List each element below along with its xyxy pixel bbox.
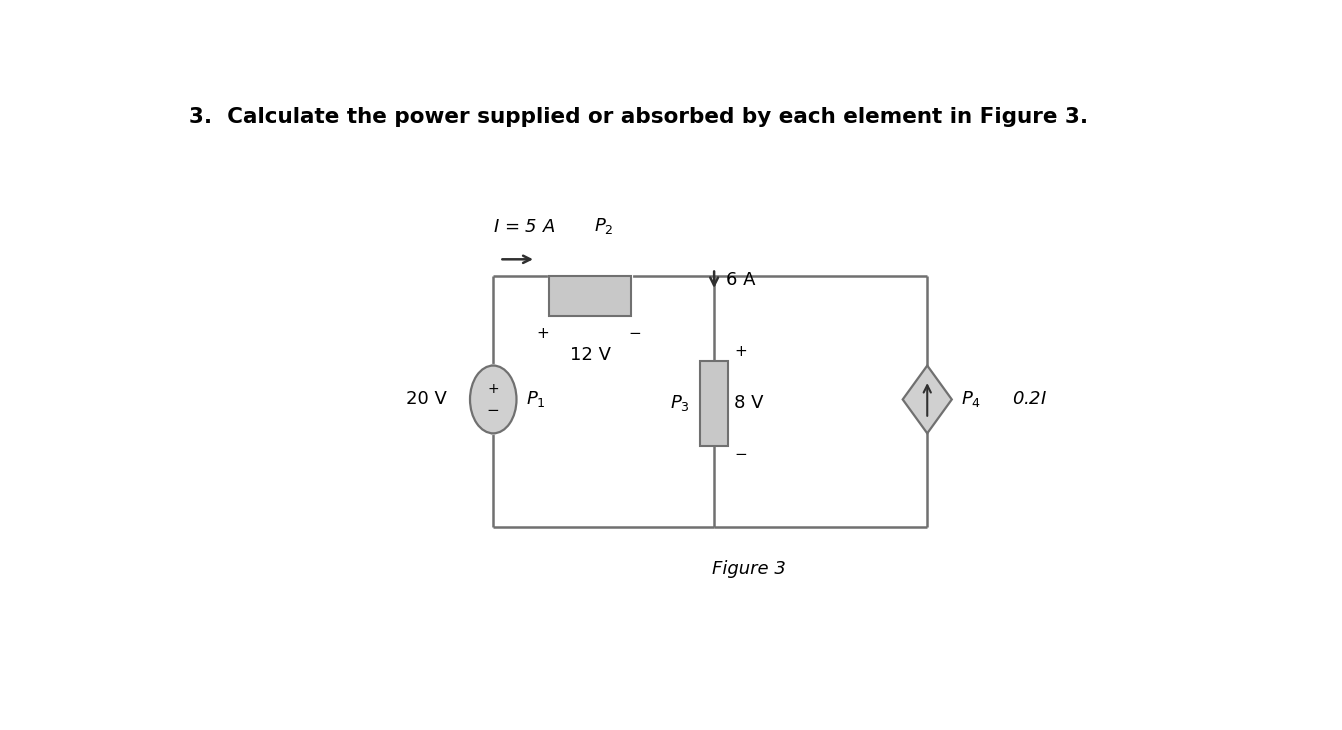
Text: −: − — [628, 326, 641, 340]
Text: 8 V: 8 V — [734, 394, 764, 412]
Text: 3.  Calculate the power supplied or absorbed by each element in Figure 3.: 3. Calculate the power supplied or absor… — [189, 107, 1088, 127]
Text: −: − — [487, 403, 499, 418]
Text: 20 V: 20 V — [405, 391, 447, 409]
Text: 12 V: 12 V — [569, 345, 611, 364]
Text: Figure 3: Figure 3 — [713, 560, 786, 578]
Text: $P_2$: $P_2$ — [595, 216, 613, 237]
Text: $P_1$: $P_1$ — [526, 389, 546, 410]
Bar — [701, 361, 729, 445]
Text: 0.2$I$: 0.2$I$ — [1012, 391, 1047, 409]
Text: +: + — [487, 382, 499, 396]
Text: 6 A: 6 A — [726, 271, 756, 289]
Text: $I$ = 5 A: $I$ = 5 A — [494, 218, 556, 237]
Text: −: − — [734, 447, 747, 462]
Text: +: + — [734, 344, 747, 358]
Text: +: + — [537, 326, 550, 340]
Polygon shape — [903, 366, 951, 434]
Bar — [549, 276, 631, 316]
Text: $P_3$: $P_3$ — [670, 393, 690, 413]
Ellipse shape — [470, 366, 517, 434]
Text: $P_4$: $P_4$ — [961, 389, 981, 410]
